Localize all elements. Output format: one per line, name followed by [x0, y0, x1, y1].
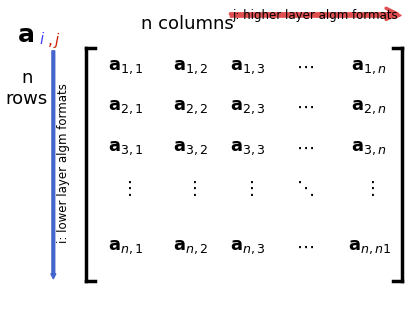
Text: $\mathbf{a}_{3,1}$: $\mathbf{a}_{3,1}$: [108, 139, 144, 157]
Text: j: higher layer algm formats: j: higher layer algm formats: [232, 9, 398, 22]
Text: $\mathbf{a}_{3,2}$: $\mathbf{a}_{3,2}$: [173, 139, 209, 157]
Text: i: lower layer algm formats: i: lower layer algm formats: [57, 83, 70, 243]
Text: $\mathbf{a}_{2,3}$: $\mathbf{a}_{2,3}$: [230, 98, 266, 116]
Text: $\mathbf{a}_{n,3}$: $\mathbf{a}_{n,3}$: [230, 238, 266, 256]
Text: $\mathbf{a}_{1,2}$: $\mathbf{a}_{1,2}$: [173, 58, 209, 76]
Text: $\mathbf{a}_{3,3}$: $\mathbf{a}_{3,3}$: [230, 139, 266, 157]
Text: $\mathbf{a}_{2,2}$: $\mathbf{a}_{2,2}$: [173, 98, 209, 116]
Text: n columns: n columns: [141, 15, 233, 33]
Text: $\mathbf{a}_{2,1}$: $\mathbf{a}_{2,1}$: [108, 98, 144, 116]
Text: $\cdots$: $\cdots$: [296, 238, 314, 256]
Text: $\mathbf{a}_{1,1}$: $\mathbf{a}_{1,1}$: [108, 58, 144, 76]
Text: $\vdots$: $\vdots$: [364, 179, 375, 198]
Text: $\mathbf{a}_{1,3}$: $\mathbf{a}_{1,3}$: [230, 58, 266, 76]
Text: $\ddots$: $\ddots$: [296, 179, 314, 198]
Text: $\cdots$: $\cdots$: [296, 98, 314, 116]
Text: $\cdots$: $\cdots$: [296, 139, 314, 157]
Text: $,j$: $,j$: [47, 31, 61, 50]
Text: $\vdots$: $\vdots$: [185, 179, 197, 198]
Text: $\mathbf{a}_{n,n1}$: $\mathbf{a}_{n,n1}$: [348, 238, 391, 256]
Text: $\mathbf{a}_{3,n}$: $\mathbf{a}_{3,n}$: [352, 139, 387, 157]
Text: n
rows: n rows: [6, 69, 48, 108]
Text: $\vdots$: $\vdots$: [120, 179, 132, 198]
Text: $\mathbf{a}_{1,n}$: $\mathbf{a}_{1,n}$: [352, 58, 387, 76]
Text: $\mathbf{a}_{2,n}$: $\mathbf{a}_{2,n}$: [352, 98, 387, 116]
Text: $\mathit{i}$: $\mathit{i}$: [39, 31, 45, 47]
Text: $\mathbf{a}_{n,1}$: $\mathbf{a}_{n,1}$: [108, 238, 144, 256]
Text: $\cdots$: $\cdots$: [296, 58, 314, 76]
Text: $\mathbf{a}$: $\mathbf{a}$: [17, 23, 34, 47]
Text: $\mathbf{a}_{n,2}$: $\mathbf{a}_{n,2}$: [173, 238, 209, 256]
Text: $\vdots$: $\vdots$: [242, 179, 254, 198]
